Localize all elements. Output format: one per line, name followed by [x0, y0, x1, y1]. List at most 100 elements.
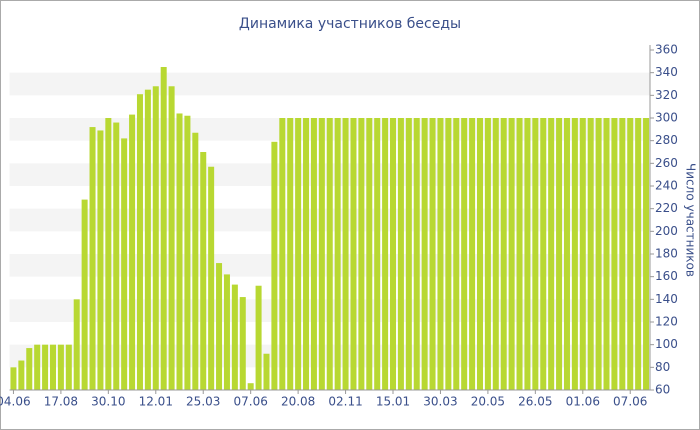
bar	[231, 284, 238, 390]
bar	[556, 118, 563, 390]
bar	[342, 118, 349, 390]
bar	[81, 199, 88, 390]
bar	[579, 118, 586, 390]
y-tick-label: 120	[655, 315, 678, 329]
x-tick-label: 20.08	[281, 395, 315, 409]
bar	[413, 118, 420, 390]
bar	[129, 114, 136, 390]
bar	[176, 113, 183, 390]
y-tick-label: 340	[655, 65, 678, 79]
bar	[453, 118, 460, 390]
bar	[595, 118, 602, 390]
chart-title: Динамика участников беседы	[239, 16, 461, 32]
bar	[492, 118, 499, 390]
y-tick-label: 240	[655, 179, 678, 193]
bar	[208, 166, 215, 390]
bar	[326, 118, 333, 390]
bar	[26, 348, 33, 390]
bar	[627, 118, 634, 390]
bar	[350, 118, 357, 390]
bar	[303, 118, 310, 390]
x-tick-label: 20.05	[471, 395, 505, 409]
bar	[89, 127, 96, 391]
bar	[10, 367, 17, 390]
bar	[97, 130, 104, 390]
bar	[524, 118, 531, 390]
bar	[263, 353, 270, 390]
bar	[334, 118, 341, 390]
bar	[144, 89, 151, 391]
bar	[611, 118, 618, 390]
y-tick-label: 80	[655, 360, 670, 374]
y-axis-label: Число участников	[684, 163, 698, 277]
bar	[508, 118, 515, 390]
bar	[643, 118, 650, 390]
bar	[121, 138, 128, 390]
bar	[429, 118, 436, 390]
bar	[223, 274, 230, 390]
bar	[421, 118, 428, 390]
x-tick-label: 17.08	[44, 395, 78, 409]
bar	[603, 118, 610, 390]
bar	[152, 86, 159, 391]
x-tick-label: 01.06	[566, 395, 600, 409]
y-tick-label: 200	[655, 224, 678, 238]
bar	[318, 118, 325, 390]
bar	[239, 297, 246, 390]
bar	[168, 86, 175, 391]
y-tick-label: 300	[655, 111, 678, 125]
x-tick-label: 25.03	[186, 395, 220, 409]
bar	[65, 344, 72, 390]
bar	[366, 118, 373, 390]
bar	[548, 118, 555, 390]
y-tick-label: 140	[655, 292, 678, 306]
bar	[532, 118, 539, 390]
x-tick-label: 12.01	[139, 395, 173, 409]
y-tick-label: 320	[655, 88, 678, 102]
bar	[382, 118, 389, 390]
x-tick-label: 07.06	[233, 395, 267, 409]
bar	[445, 118, 452, 390]
bar	[405, 118, 412, 390]
bar	[374, 118, 381, 390]
bar	[160, 67, 167, 390]
y-tick-label: 220	[655, 201, 678, 215]
y-tick-label: 160	[655, 269, 678, 283]
x-tick-label: 30.03	[423, 395, 457, 409]
y-tick-label: 60	[655, 383, 670, 397]
bar	[136, 94, 143, 390]
bar	[200, 152, 207, 390]
bar	[516, 118, 523, 390]
y-tick-label: 360	[655, 43, 678, 57]
bar	[571, 118, 578, 390]
bar	[295, 118, 302, 390]
bar	[113, 122, 120, 391]
bar	[484, 118, 491, 390]
grid-band	[9, 72, 650, 96]
bar	[500, 118, 507, 390]
bar	[255, 285, 262, 390]
bar	[247, 383, 254, 390]
bar	[57, 344, 64, 390]
y-tick-label: 100	[655, 337, 678, 351]
x-tick-label: 07.06	[613, 395, 647, 409]
bar	[184, 115, 191, 390]
bar	[540, 118, 547, 390]
y-tick-label: 180	[655, 247, 678, 261]
bar	[461, 118, 468, 390]
bar	[279, 118, 286, 390]
x-tick-label: 26.05	[518, 395, 552, 409]
x-tick-label: 02.11	[328, 395, 362, 409]
bar	[42, 344, 49, 390]
bar	[397, 118, 404, 390]
bar	[469, 118, 476, 390]
bar	[271, 141, 278, 390]
bar	[73, 299, 80, 390]
bar	[49, 344, 56, 390]
bar	[34, 344, 41, 390]
bar	[476, 118, 483, 390]
x-tick-label: 04.06	[0, 395, 31, 409]
bar	[216, 263, 223, 390]
y-tick-label: 260	[655, 156, 678, 170]
